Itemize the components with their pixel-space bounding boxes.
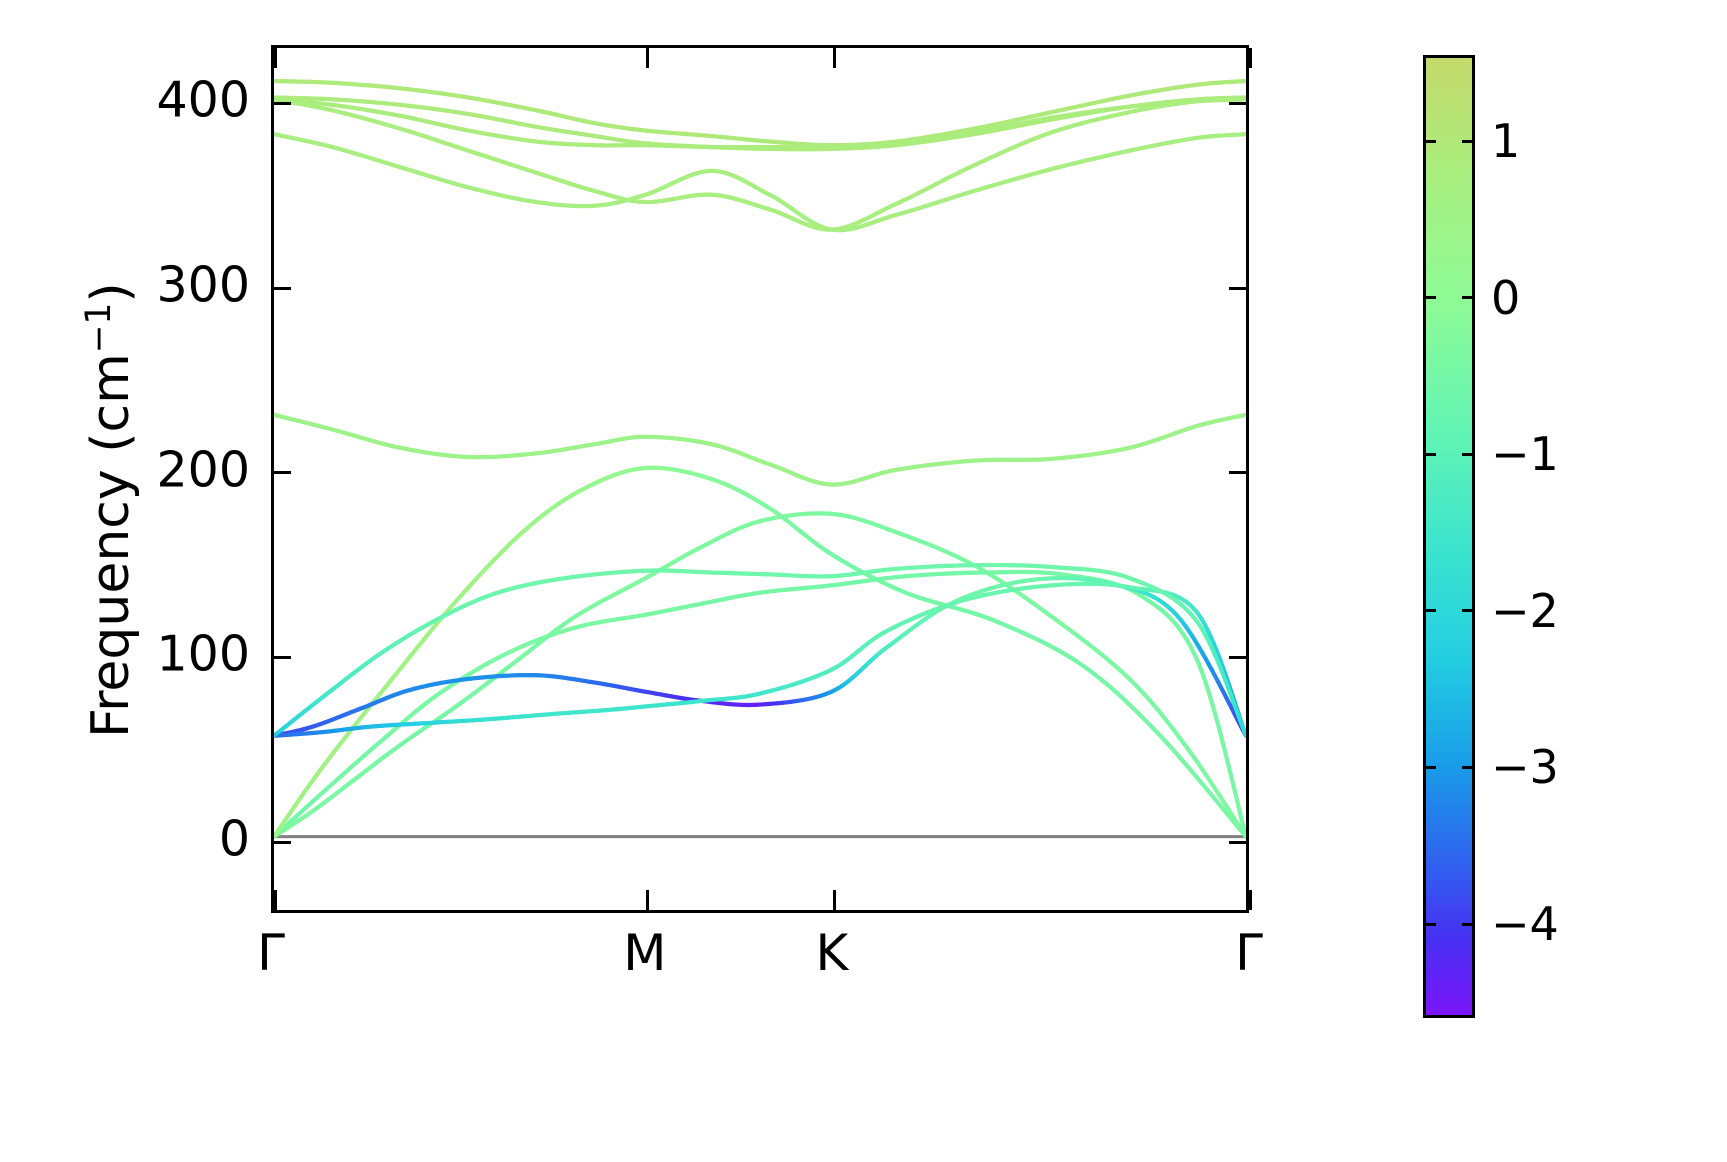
y-axis-tick — [1229, 471, 1246, 475]
y-axis-tick — [274, 655, 291, 659]
phonon-branch — [274, 412, 1246, 487]
y-axis-tick — [1229, 101, 1246, 105]
x-tick-label: K — [815, 924, 849, 982]
colorbar-tick-label: −2 — [1491, 583, 1559, 638]
colorbar-tick-right — [1462, 452, 1475, 456]
colorbar-tick-left — [1423, 922, 1436, 926]
colorbar-tick-right — [1462, 609, 1475, 613]
y-tick-label: 100 — [156, 625, 250, 683]
colorbar-tick-right — [1462, 139, 1475, 143]
y-axis-tick — [1229, 286, 1246, 290]
phonon-branch — [274, 97, 1246, 150]
colorbar-tick-label: −3 — [1491, 740, 1559, 795]
x-axis-tick-top — [1249, 48, 1252, 68]
y-axis-tick — [1229, 840, 1246, 844]
phonon-bands-canvas — [274, 78, 1246, 839]
colorbar-gradient — [1423, 55, 1475, 1018]
x-axis-tick — [646, 890, 650, 910]
x-axis-tick-top — [833, 48, 837, 68]
phonon-branches — [274, 78, 1246, 839]
colorbar-tick-left — [1423, 296, 1436, 300]
phonon-branch — [274, 581, 1246, 738]
phonon-branch — [274, 132, 1246, 233]
colorbar-tick-left — [1423, 765, 1436, 769]
y-tick-label: 200 — [156, 441, 250, 499]
colorbar-tick-label: 0 — [1491, 270, 1521, 325]
x-axis-tick-top — [646, 48, 650, 68]
colorbar-tick-right — [1462, 922, 1475, 926]
plot-area — [271, 45, 1252, 913]
colorbar-tick-right — [1462, 296, 1475, 300]
y-tick-label: 0 — [218, 810, 250, 868]
colorbar-tick-left — [1423, 609, 1436, 613]
y-axis-tick — [274, 471, 291, 475]
x-tick-label: Γ — [1235, 924, 1263, 982]
phonon-branch — [274, 569, 1246, 839]
x-axis-tick-top — [274, 48, 277, 68]
y-tick-label: 300 — [156, 256, 250, 314]
x-tick-label: M — [623, 924, 667, 982]
x-tick-label: Γ — [257, 924, 285, 982]
colorbar-tick-right — [1462, 765, 1475, 769]
x-axis-tick — [274, 890, 277, 910]
x-axis-tick — [1249, 890, 1252, 910]
phonon-branch — [274, 511, 1246, 839]
colorbar-tick-label: 1 — [1491, 114, 1521, 169]
colorbar: 1 0 −1 −2 −3 −4 — [1423, 55, 1559, 1018]
phonon-branch — [274, 97, 1246, 232]
y-axis-tick — [1229, 655, 1246, 659]
colorbar-tick-left — [1423, 452, 1436, 456]
x-axis-tick — [833, 890, 837, 910]
colorbar-tick-label: −1 — [1491, 427, 1559, 482]
phonon-branch — [274, 562, 1246, 738]
phonon-branch — [274, 575, 1246, 738]
y-tick-label: 400 — [156, 71, 250, 129]
colorbar-tick-left — [1423, 139, 1436, 143]
y-axis-tick — [274, 840, 291, 844]
y-axis-tick — [274, 101, 291, 105]
phonon-branch — [274, 465, 1246, 839]
y-tick-label-group: 0 100 200 300 400 — [80, 45, 250, 913]
y-axis-tick — [274, 286, 291, 290]
colorbar-tick-label: −4 — [1491, 897, 1559, 952]
